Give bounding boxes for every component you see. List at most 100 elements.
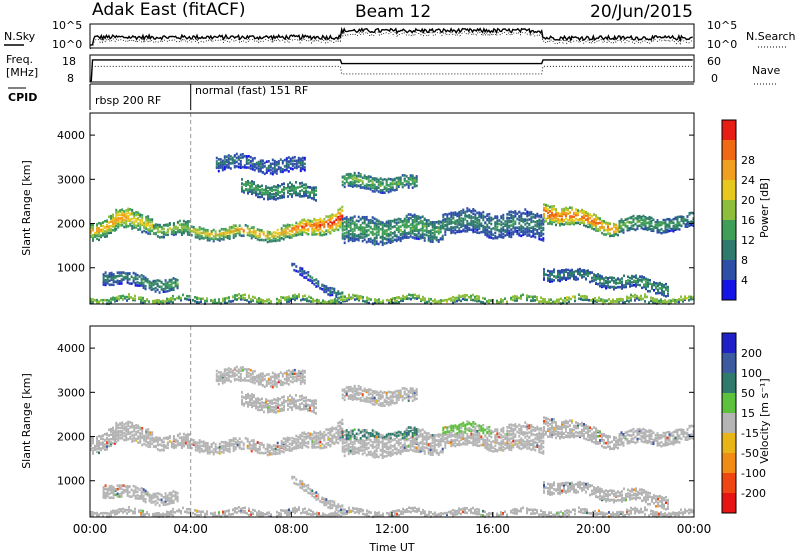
velocity-cell — [339, 420, 342, 424]
velocity-cell — [375, 455, 378, 458]
velocity-cell — [405, 439, 408, 442]
power-cell — [498, 222, 501, 226]
power-cell — [137, 216, 140, 220]
velocity-cell — [92, 436, 94, 440]
power-cell — [399, 232, 402, 236]
power-cell — [208, 237, 211, 240]
power-cell — [282, 234, 285, 238]
power-cell — [581, 274, 583, 277]
velocity-cell — [385, 433, 388, 437]
power-cell — [307, 229, 310, 232]
power-cell — [383, 178, 386, 181]
velocity-cell — [96, 450, 98, 454]
power-cell — [341, 224, 344, 228]
power-cell — [462, 217, 465, 221]
velocity-cell — [391, 445, 394, 448]
power-cell — [248, 229, 251, 233]
power-cell — [160, 231, 163, 234]
power-cell — [631, 284, 633, 287]
velocity-cell — [117, 423, 120, 426]
velocity-cell — [375, 432, 378, 436]
power-cell — [112, 283, 115, 287]
power-cell — [311, 188, 313, 192]
power-cell — [129, 208, 132, 211]
power-cell — [227, 154, 230, 157]
velocity-cell — [363, 439, 366, 443]
power-cell — [668, 218, 671, 221]
velocity-cell — [147, 428, 150, 431]
power-cell — [549, 278, 551, 281]
power-cell — [478, 223, 481, 226]
power-cell — [204, 236, 207, 239]
power-cell — [413, 215, 416, 219]
power-cell — [676, 224, 679, 228]
power-cell — [238, 293, 240, 296]
power-cell — [690, 295, 692, 299]
power-cell — [655, 282, 657, 285]
power-cell — [554, 300, 556, 304]
power-cell — [538, 232, 541, 235]
velocity-cell — [266, 450, 269, 453]
power-cell — [131, 224, 134, 228]
velocity-cell — [125, 432, 128, 436]
power-cell — [275, 185, 277, 189]
power-cell — [486, 300, 488, 303]
power-cell — [301, 269, 304, 273]
colorbar-frame — [721, 119, 737, 301]
power-cell — [526, 218, 529, 222]
power-cell — [315, 281, 318, 285]
power-cell — [409, 183, 412, 186]
power-cell — [648, 223, 651, 226]
velocity-cell — [393, 431, 396, 435]
power-cell — [100, 234, 102, 237]
power-cell — [437, 240, 440, 243]
power-cell — [349, 180, 352, 184]
velocity-cell — [363, 443, 366, 446]
power-cell — [278, 239, 281, 242]
power-cell — [266, 232, 269, 235]
power-cell — [661, 293, 663, 296]
power-cell — [149, 229, 152, 233]
power-cell — [323, 221, 326, 224]
power-cell — [415, 180, 418, 183]
power-cell — [115, 208, 118, 212]
velocity-cell — [102, 434, 104, 437]
velocity-cell — [238, 437, 241, 440]
power-cell — [106, 230, 108, 233]
power-cell — [325, 229, 328, 232]
power-cell — [593, 275, 595, 279]
power-cell — [283, 193, 285, 196]
power-cell — [403, 236, 406, 239]
power-cell — [106, 280, 109, 283]
power-cell — [237, 162, 240, 166]
velocity-cell — [160, 440, 163, 444]
power-cell — [347, 174, 350, 178]
power-cell — [313, 233, 316, 236]
power-cell — [104, 283, 107, 287]
power-cell — [403, 177, 406, 181]
power-cell — [393, 218, 396, 222]
velocity-cell — [307, 440, 310, 444]
power-cell — [287, 166, 290, 169]
velocity-cell — [391, 432, 394, 436]
power-cell — [251, 159, 254, 162]
power-cell — [230, 225, 233, 229]
power-cell — [126, 272, 129, 275]
power-cell — [347, 184, 350, 187]
power-cell — [542, 226, 545, 230]
power-cell — [421, 236, 424, 239]
power-cell — [625, 281, 627, 285]
velocity-cell — [367, 453, 370, 456]
power-cell — [123, 213, 126, 216]
power-cell — [514, 211, 517, 215]
velocity-cell — [337, 421, 340, 425]
velocity-cell — [361, 446, 364, 449]
power-cell — [297, 233, 300, 236]
power-cell — [393, 225, 396, 228]
power-cell — [214, 230, 217, 233]
velocity-cell — [206, 445, 209, 449]
power-cell — [618, 297, 620, 301]
power-cell — [419, 235, 422, 238]
power-cell — [472, 298, 474, 302]
power-cell — [357, 180, 360, 183]
